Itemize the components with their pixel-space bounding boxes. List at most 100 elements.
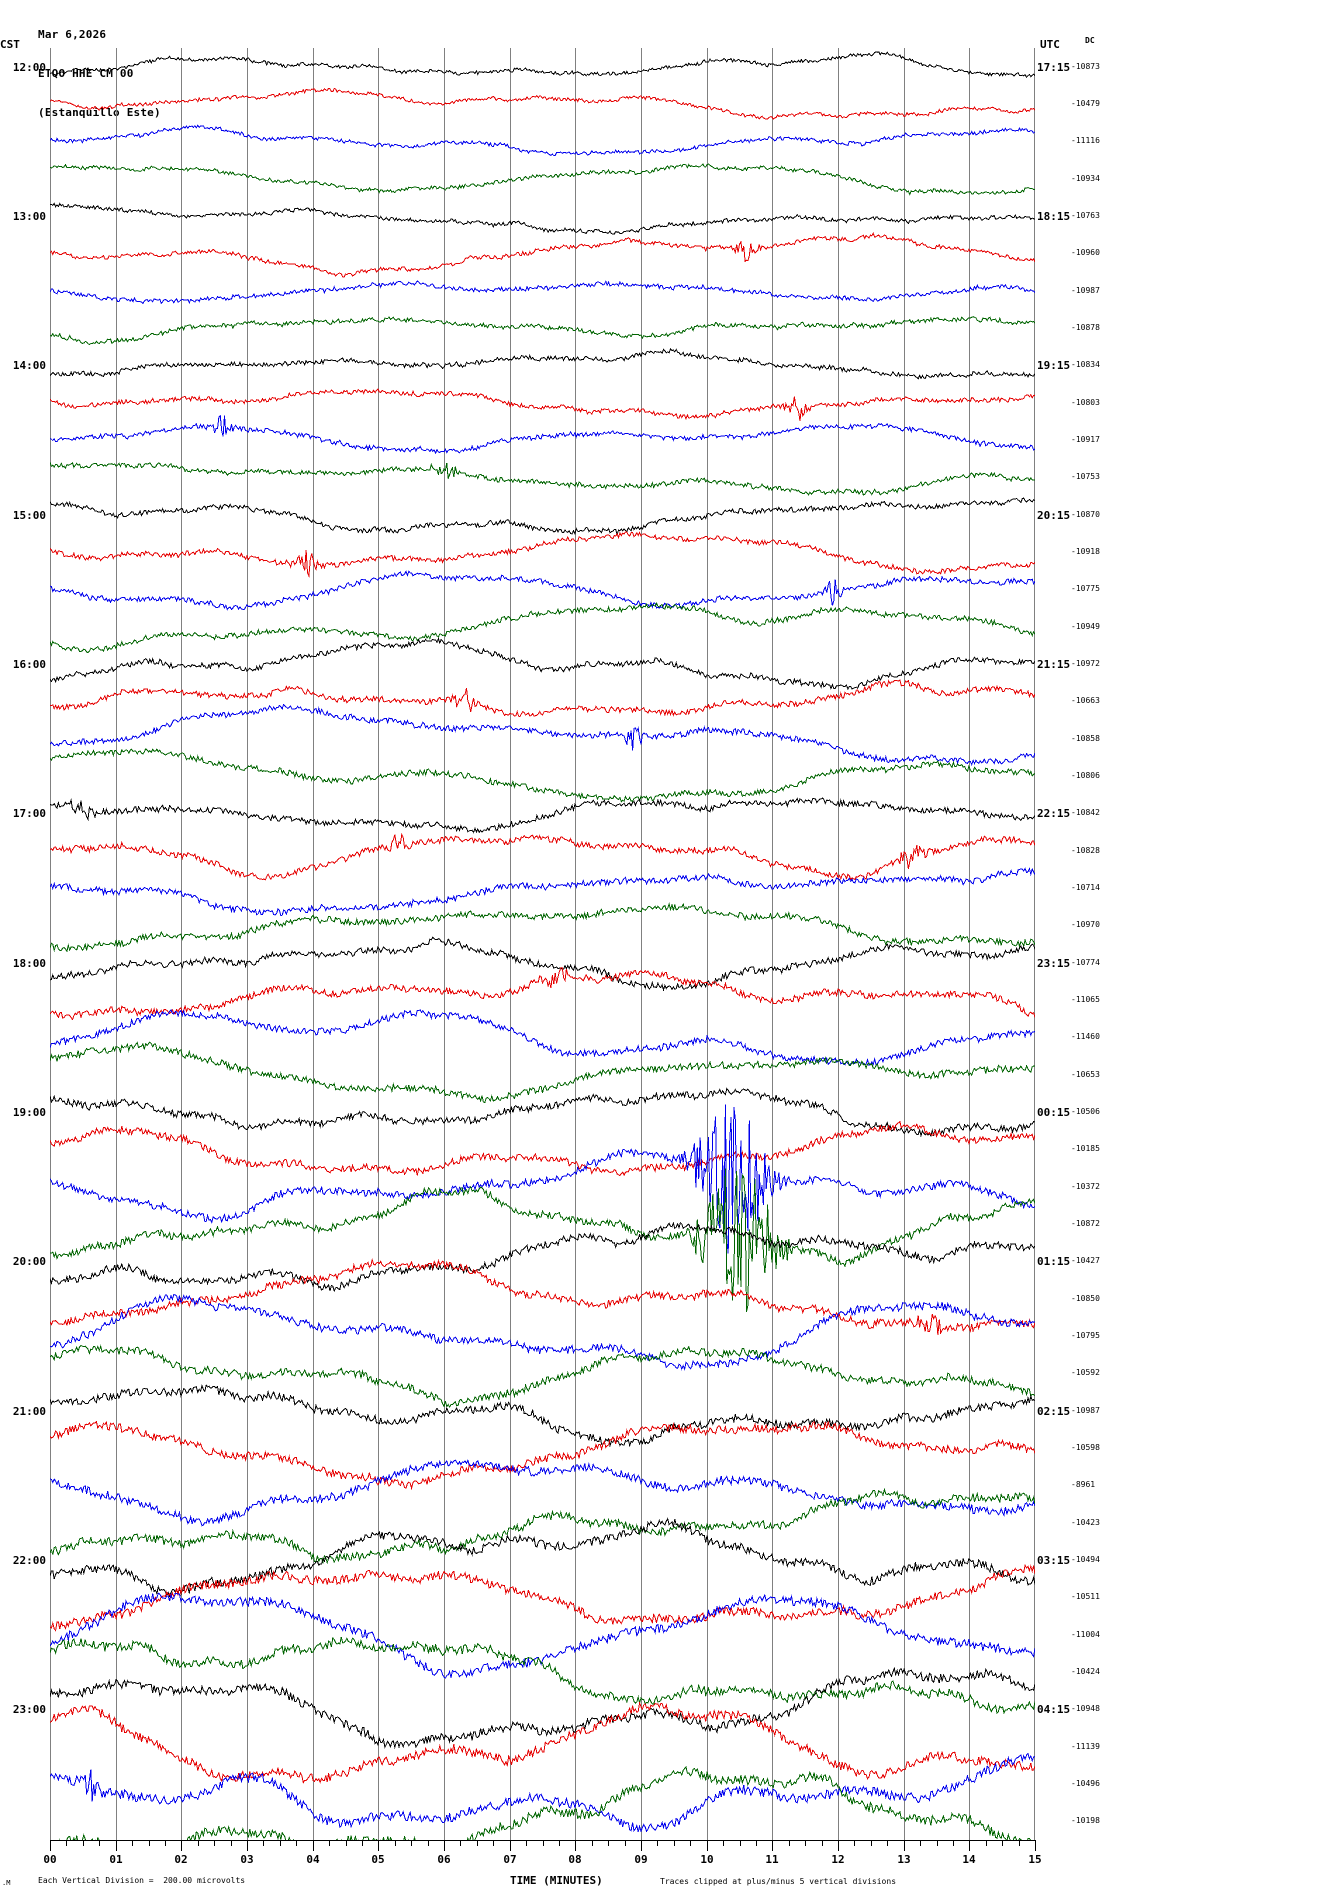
dc-value-label: -10803 [1071,397,1100,407]
gridline-minute-8 [575,48,576,1840]
gridline-minute-4 [313,48,314,1840]
x-tick-label-11: 11 [765,1853,779,1866]
dc-value-label: -10987 [1071,1405,1100,1415]
gridline-minute-7 [510,48,511,1840]
trace-line [50,1008,1035,1067]
x-tick-minor [789,1840,790,1846]
utc-hour-label-2115: 21:15 [1037,658,1071,671]
x-tick-minor [805,1840,806,1846]
dc-value-label: -10795 [1071,1331,1100,1340]
trace-line [50,1701,1035,1784]
trace-line [50,51,1035,79]
trace-line [50,1087,1035,1138]
dc-value-label: -10918 [1071,547,1100,556]
trace-line [50,1384,1035,1448]
x-tick-minor [674,1840,675,1846]
x-tick-major [181,1840,182,1851]
trace-line [50,1293,1035,1371]
x-tick-minor [608,1840,609,1846]
trace-line [50,202,1035,235]
dc-column-label: DC [1085,36,1095,45]
x-tick-minor [362,1840,363,1846]
x-tick-label-14: 14 [962,1853,976,1866]
dc-value-label: -10424 [1071,1667,1100,1676]
dc-value-label: -8961 [1071,1480,1096,1490]
x-tick-minor [428,1840,429,1846]
trace-line [50,1168,1035,1313]
x-tick-major [378,1840,379,1851]
dc-value-label: -10949 [1071,621,1100,631]
x-tick-minor [887,1840,888,1846]
x-tick-label-06: 06 [437,1853,451,1866]
dc-value-label: -10479 [1071,99,1100,108]
clip-note: Traces clipped at plus/minus 5 vertical … [660,1877,897,1886]
footer-tiny-label: .M [2,1879,11,1887]
trace-line [50,1517,1035,1598]
trace-line [50,1487,1035,1565]
gridline-minute-11 [772,48,773,1840]
x-tick-minor [740,1840,741,1846]
dc-value-label: -10774 [1071,957,1100,967]
x-tick-minor [460,1840,461,1846]
trace-line [50,163,1035,196]
x-tick-label-01: 01 [109,1853,123,1866]
cst-hour-label-1600: 16:00 [12,658,46,671]
x-tick-minor [493,1840,494,1846]
dc-value-label: -10496 [1071,1779,1100,1788]
cst-hour-label-1700: 17:00 [12,807,46,821]
x-tick-major [116,1840,117,1851]
trace-line [50,462,1035,496]
dc-value-label: -10714 [1071,883,1100,892]
x-tick-minor [1002,1840,1003,1846]
trace-line [50,280,1035,305]
dc-value-label: -11139 [1071,1741,1100,1751]
gridline-minute-9 [641,48,642,1840]
dc-value-label: -10960 [1071,248,1100,258]
x-tick-minor [296,1840,297,1846]
trace-line [50,414,1035,455]
gridline-minute-1 [116,48,117,1840]
trace-line [50,703,1035,766]
dc-value-label: -10948 [1071,1704,1100,1714]
x-tick-minor [395,1840,396,1846]
dc-value-label: -10763 [1071,211,1100,220]
trace-line [50,1221,1035,1293]
utc-hour-label-1815: 18:15 [1037,210,1071,223]
x-tick-minor [263,1840,264,1846]
x-tick-minor [854,1840,855,1846]
x-tick-minor [937,1840,938,1846]
x-tick-minor [280,1840,281,1846]
x-tick-label-00: 00 [43,1853,57,1866]
dc-value-label: -11116 [1071,136,1100,146]
utc-hour-label-2215: 22:15 [1037,807,1071,821]
x-tick-label-07: 07 [503,1853,517,1866]
x-tick-minor [83,1840,84,1846]
trace-line [50,1344,1035,1408]
seismogram-plot [50,48,1035,1840]
dc-value-label: -11004 [1071,1629,1100,1639]
x-tick-major [838,1840,839,1851]
dc-value-label: -10372 [1071,1181,1100,1191]
cst-hour-label-2100: 21:00 [12,1404,46,1418]
header-station: ETQO HHE CM 00 [38,67,134,80]
x-tick-major [50,1840,51,1851]
x-tick-label-09: 09 [634,1853,648,1866]
x-tick-minor [953,1840,954,1846]
x-tick-minor [690,1840,691,1846]
cst-hour-label-2200: 22:00 [12,1554,46,1567]
gridline-minute-12 [838,48,839,1840]
x-tick-minor [477,1840,478,1846]
dc-value-label: -10427 [1071,1256,1100,1266]
dc-value-label: -10934 [1071,173,1100,183]
trace-line [50,936,1035,992]
x-tick-major [1035,1840,1036,1851]
x-axis-title: TIME (MINUTES) [510,1874,603,1887]
x-tick-minor [214,1840,215,1846]
x-tick-minor [1019,1840,1020,1846]
trace-line [50,966,1035,1021]
gridline-minute-2 [181,48,182,1840]
dc-value-label: -11460 [1071,1032,1100,1042]
dc-value-label: -10775 [1071,584,1100,594]
cst-hour-label-2000: 20:00 [12,1255,46,1269]
dc-value-label: -10511 [1071,1592,1100,1602]
